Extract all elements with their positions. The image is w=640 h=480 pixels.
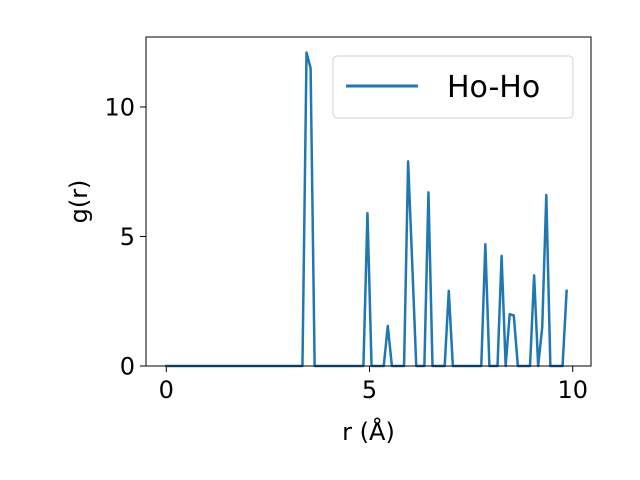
y-tick-label: 5 <box>120 223 135 251</box>
series-line-0 <box>165 51 568 368</box>
plot-frame <box>145 36 592 367</box>
y-tick-label: 10 <box>104 93 135 121</box>
series-layer <box>165 51 568 368</box>
y-tick-label: 0 <box>120 353 135 381</box>
x-tick-label: 0 <box>159 376 174 404</box>
x-axis-label: r (Å) <box>342 417 395 446</box>
legend-entry-ho-ho: Ho-Ho <box>447 70 540 105</box>
axis-ticks: 0 5 10 0 5 10 <box>104 93 588 404</box>
y-axis-label: g(r) <box>65 180 93 224</box>
x-tick-label: 10 <box>557 376 588 404</box>
legend-box <box>332 55 574 119</box>
legend: Ho-Ho <box>332 55 574 119</box>
x-tick-label: 5 <box>362 376 377 404</box>
